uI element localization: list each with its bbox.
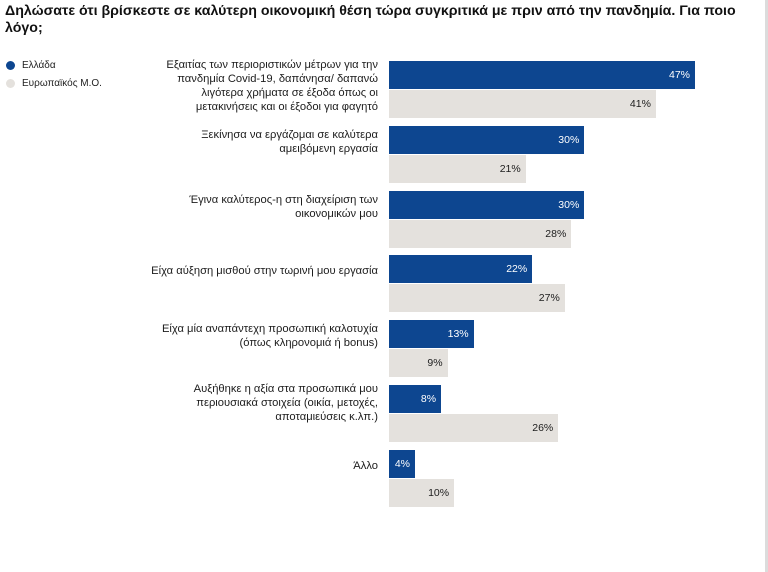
- bar-greece: 8%: [389, 385, 442, 413]
- legend-item-greece: Ελλάδα: [6, 60, 102, 71]
- data-label: 26%: [532, 422, 554, 434]
- bar-greece: 4%: [389, 449, 416, 478]
- data-label: 21%: [499, 162, 521, 175]
- category-label: Άλλο: [353, 459, 378, 472]
- data-label: 27%: [538, 292, 560, 305]
- data-label: 47%: [668, 69, 690, 81]
- bar-greece: 30%: [389, 125, 585, 154]
- data-label: 30%: [558, 198, 580, 211]
- data-label: 28%: [545, 227, 567, 240]
- bar-eu-average: 21%: [389, 154, 526, 183]
- legend-label-eu-average: Ευρωπαϊκός Μ.Ο.: [22, 78, 102, 89]
- data-label: 10%: [428, 486, 450, 499]
- legend-label-greece: Ελλάδα: [22, 60, 56, 71]
- data-label: 8%: [420, 393, 437, 405]
- bar-eu-average: 9%: [389, 349, 448, 378]
- bar-eu-average: 28%: [389, 219, 572, 248]
- window-right-edge: [765, 0, 768, 572]
- data-label: 4%: [394, 457, 411, 470]
- category-label: Εξαιτίας των περιοριστικών μέτρων για τη…: [166, 59, 378, 113]
- bar-greece: 13%: [389, 320, 474, 349]
- bar-eu-average: 26%: [389, 414, 559, 442]
- legend-swatch-greece: [6, 61, 15, 70]
- data-label: 41%: [629, 98, 651, 110]
- category-label: Είχα αύξηση μισθού στην τωρινή μου εργασ…: [151, 265, 378, 278]
- bar-greece: 47%: [389, 61, 695, 89]
- category-label: Έγινα καλύτερος-η στη διαχείριση των οικ…: [189, 193, 378, 220]
- bar-greece: 30%: [389, 190, 585, 219]
- category-label: Ξεκίνησα να εργάζομαι σε καλύτερα αμειβό…: [201, 128, 378, 155]
- data-label: 22%: [506, 263, 528, 276]
- chart-legend: Ελλάδα Ευρωπαϊκός Μ.Ο.: [6, 60, 102, 96]
- legend-swatch-eu-average: [6, 79, 15, 88]
- bar-eu-average: 41%: [389, 90, 656, 118]
- data-label: 30%: [558, 133, 580, 146]
- bar-eu-average: 27%: [389, 284, 565, 313]
- legend-item-eu-average: Ευρωπαϊκός Μ.Ο.: [6, 78, 102, 89]
- bar-greece: 22%: [389, 255, 533, 284]
- category-label: Είχα μία αναπάντεχη προσωπική καλοτυχία …: [161, 323, 378, 350]
- data-label: 13%: [447, 328, 469, 341]
- chart-title: Δηλώσατε ότι βρίσκεστε σε καλύτερη οικον…: [5, 3, 736, 36]
- data-label: 9%: [427, 357, 443, 370]
- bar-eu-average: 10%: [389, 478, 455, 507]
- category-label: Αυξήθηκε η αξία στα προσωπικά μου περιου…: [193, 383, 378, 423]
